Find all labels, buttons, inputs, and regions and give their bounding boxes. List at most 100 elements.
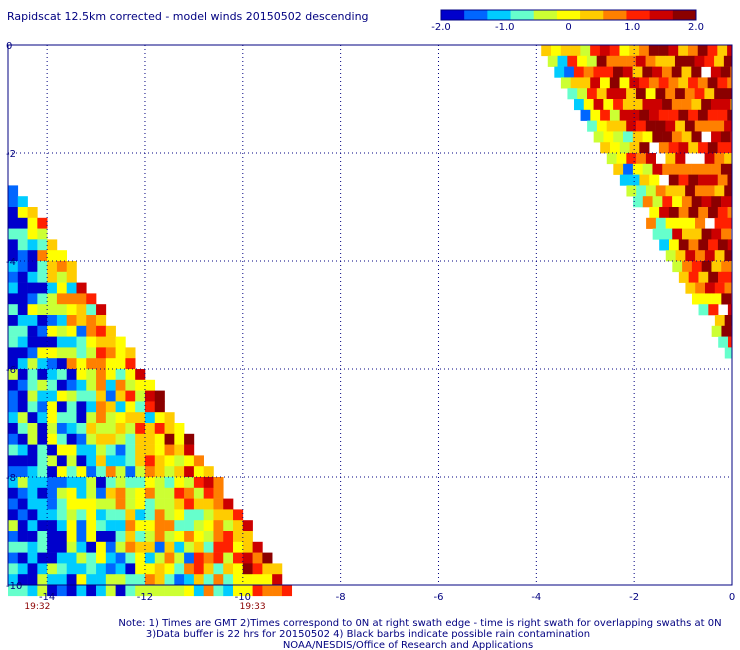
heatmap-cell: [652, 131, 663, 143]
heatmap-cell: [154, 444, 165, 456]
heatmap-cell: [541, 45, 552, 57]
heatmap-cell: [115, 358, 126, 370]
heatmap-cell: [47, 412, 58, 424]
heatmap-cell: [47, 282, 58, 294]
heatmap-cell: [135, 574, 146, 586]
heatmap-cell: [613, 131, 624, 143]
heatmap-cell: [56, 412, 68, 424]
heatmap-cell: [547, 55, 558, 67]
heatmap-cell: [184, 574, 195, 586]
heatmap-cell: [27, 325, 38, 337]
x-tick-label: 0: [729, 592, 735, 603]
heatmap-cell: [164, 412, 175, 424]
heatmap-cell: [96, 498, 107, 510]
heatmap-cell: [688, 142, 699, 154]
heatmap-cell: [193, 552, 204, 564]
heatmap-cell: [662, 163, 673, 175]
heatmap-cell: [695, 217, 706, 229]
heatmap-cell: [8, 412, 19, 424]
heatmap-cell: [714, 217, 725, 229]
heatmap-cell: [154, 520, 165, 532]
heatmap-cell: [27, 466, 38, 478]
x-tick-label: -14: [39, 592, 55, 603]
colorbar-tick-label: 2.0: [688, 22, 704, 33]
heatmap-cell: [629, 142, 640, 154]
heatmap-cell: [596, 120, 607, 132]
heatmap-cell: [86, 466, 97, 478]
heatmap-cell: [86, 379, 97, 391]
heatmap-cell: [661, 66, 673, 78]
heatmap-cell: [96, 487, 107, 499]
heatmap-cell: [668, 77, 679, 89]
heatmap-cell: [721, 325, 732, 337]
heatmap-cell: [708, 271, 719, 283]
heatmap-cell: [17, 196, 28, 208]
heatmap-cell: [115, 574, 126, 586]
heatmap-cell: [37, 574, 48, 586]
heatmap-cell: [708, 239, 719, 251]
heatmap-cell: [96, 358, 107, 370]
heatmap-cell: [691, 196, 702, 208]
heatmap-cell: [242, 574, 253, 586]
heatmap-cell: [144, 379, 156, 391]
heatmap-cell: [662, 131, 673, 143]
heatmap-cell: [8, 574, 19, 586]
heatmap-cell: [144, 574, 156, 586]
heatmap-cell: [115, 520, 126, 532]
heatmap-cell: [86, 477, 97, 489]
heatmap-cell: [184, 585, 195, 597]
heatmap-cell: [174, 541, 185, 553]
heatmap-cell: [86, 304, 97, 316]
heatmap-cell: [603, 66, 614, 78]
heatmap-cell: [96, 379, 107, 391]
heatmap-cell: [17, 336, 28, 348]
heatmap-cell: [96, 541, 107, 553]
heatmap-cell: [694, 55, 705, 67]
heatmap-cell: [17, 541, 28, 553]
heatmap-cell: [37, 282, 48, 294]
heatmap-cell: [144, 563, 156, 575]
heatmap-cell: [671, 131, 683, 143]
x-tick-label: -12: [137, 592, 153, 603]
heatmap-cell: [707, 142, 718, 154]
colorbar-frame: [440, 9, 697, 21]
heatmap-cell: [56, 250, 68, 262]
heatmap-cell: [144, 552, 156, 564]
heatmap-cell: [47, 369, 58, 381]
colorbar-tick-label: -2.0: [431, 22, 451, 33]
x-tick-label: -4: [531, 592, 541, 603]
heatmap-cell: [37, 455, 48, 467]
heatmap-cell: [639, 142, 650, 154]
heatmap-cell: [233, 563, 244, 575]
heatmap-cell: [652, 99, 663, 111]
heatmap-cell: [727, 77, 733, 89]
heatmap-cell: [613, 66, 624, 78]
heatmap-cell: [590, 45, 601, 57]
heatmap-cell: [675, 153, 686, 165]
x-tick-label: -2: [629, 592, 639, 603]
heatmap-cell: [184, 498, 195, 510]
heatmap-cell: [616, 55, 627, 67]
heatmap-cell: [96, 563, 107, 575]
heatmap-cell: [96, 585, 107, 597]
heatmap-cell: [115, 509, 126, 521]
heatmap-cell: [66, 261, 77, 273]
heatmap-cell: [587, 120, 598, 132]
heatmap-cell: [27, 293, 38, 305]
heatmap-cell: [66, 509, 77, 521]
heatmap-cell: [47, 509, 58, 521]
heatmap-cell: [47, 261, 58, 273]
heatmap-cell: [154, 585, 165, 597]
heatmap-cell: [27, 563, 38, 575]
heatmap-cell: [704, 250, 715, 262]
x-axis-ticks: -14 -12 -10 -8 -6 -4 -2 0: [39, 592, 735, 603]
heatmap-cell: [665, 153, 676, 165]
heatmap-cell: [714, 88, 725, 100]
heatmap-cell: [600, 142, 611, 154]
heatmap-cell: [105, 520, 116, 532]
heatmap-cell: [714, 250, 725, 262]
heatmap-cell: [272, 585, 283, 597]
heatmap-cell: [193, 487, 204, 499]
heatmap-cell: [125, 487, 136, 499]
heatmap-cell: [125, 466, 136, 478]
